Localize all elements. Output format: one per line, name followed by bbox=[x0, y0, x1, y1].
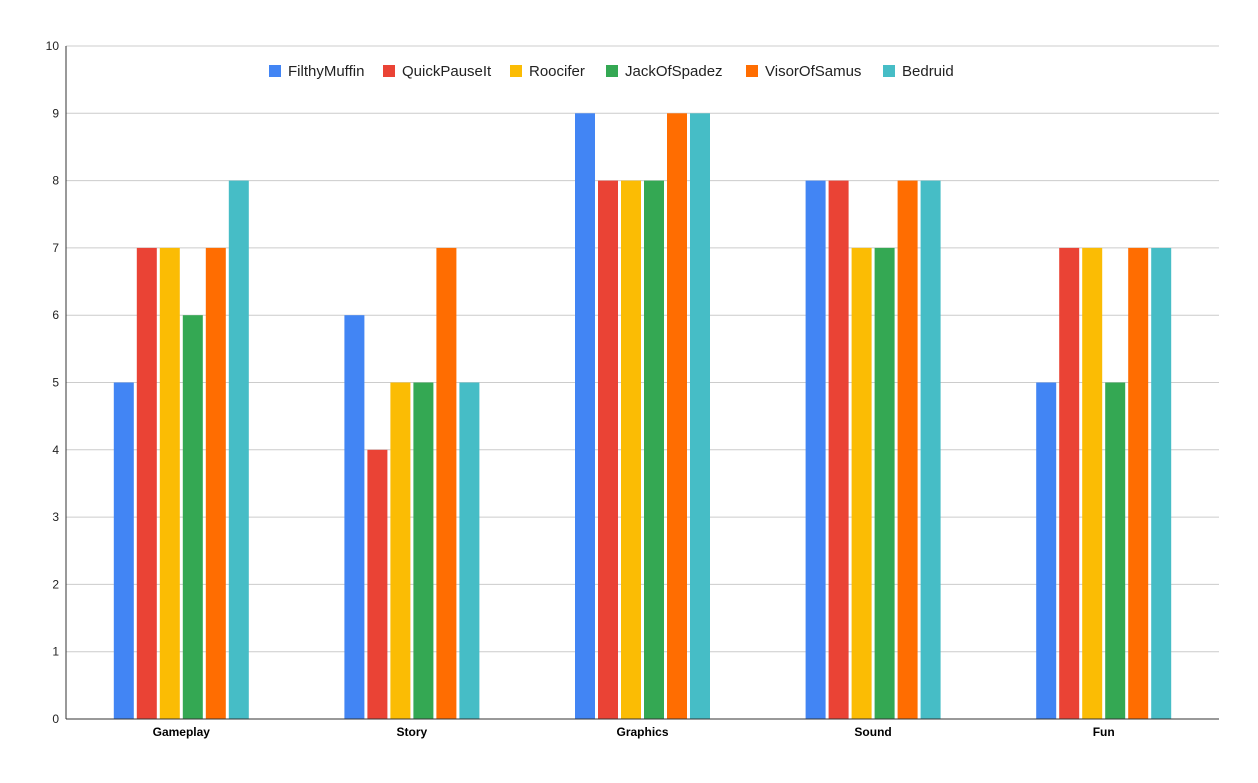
legend-label: JackOfSpadez bbox=[625, 63, 723, 80]
bar-fun-bedruid bbox=[1151, 247, 1172, 719]
bar-graphics-visorofsamus bbox=[667, 113, 687, 720]
legend-label: QuickPauseIt bbox=[402, 63, 492, 80]
y-tick-label: 9 bbox=[52, 106, 59, 120]
y-tick-label: 5 bbox=[52, 376, 59, 390]
legend-swatch bbox=[746, 65, 758, 77]
y-axis-ticks: 0 1 2 3 4 5 6 7 8 9 10 bbox=[46, 39, 60, 726]
bar-story-filthymuffin bbox=[344, 315, 365, 719]
legend-label: FilthyMuffin bbox=[288, 63, 364, 80]
y-tick-label: 8 bbox=[52, 174, 59, 188]
bar-sound-jackofspadez bbox=[874, 247, 895, 719]
y-tick-label: 4 bbox=[52, 443, 59, 457]
legend-swatch bbox=[383, 65, 395, 77]
x-category-label: Gameplay bbox=[153, 725, 211, 739]
bar-fun-jackofspadez bbox=[1105, 382, 1126, 719]
y-tick-label: 1 bbox=[52, 645, 59, 659]
bar-fun-visorofsamus bbox=[1128, 247, 1149, 719]
bar-graphics-quickpauseit bbox=[598, 180, 618, 720]
bar-story-jackofspadez bbox=[413, 382, 434, 719]
bar-sound-roocifer bbox=[851, 247, 872, 719]
gridlines bbox=[66, 45, 1219, 653]
x-category-label: Fun bbox=[1093, 725, 1115, 739]
y-tick-label: 10 bbox=[46, 39, 60, 53]
legend-swatch bbox=[883, 65, 895, 77]
bar-story-quickpauseit bbox=[367, 449, 388, 719]
bar-graphics-bedruid bbox=[690, 113, 710, 720]
bar-sound-filthymuffin bbox=[805, 180, 826, 720]
bar-sound-quickpauseit bbox=[828, 180, 849, 720]
x-axis-categories: Gameplay Story Graphics Sound Fun bbox=[153, 725, 1115, 739]
legend-swatch bbox=[606, 65, 618, 77]
legend-swatch bbox=[510, 65, 522, 77]
bar-gameplay-roocifer bbox=[159, 247, 180, 719]
bar-gameplay-bedruid bbox=[228, 180, 249, 720]
y-tick-label: 3 bbox=[52, 510, 59, 524]
legend-label: VisorOfSamus bbox=[765, 63, 861, 80]
bar-fun-quickpauseit bbox=[1059, 247, 1080, 719]
bar-graphics-jackofspadez bbox=[644, 180, 664, 720]
bar-gameplay-jackofspadez bbox=[182, 315, 203, 719]
x-category-label: Sound bbox=[854, 725, 891, 739]
bar-gameplay-quickpauseit bbox=[136, 247, 157, 719]
legend-label: Bedruid bbox=[902, 63, 954, 80]
bar-story-bedruid bbox=[459, 382, 480, 719]
legend-label: Roocifer bbox=[529, 63, 585, 80]
legend: FilthyMuffin QuickPauseIt Roocifer JackOfSp… bbox=[269, 63, 954, 80]
axes bbox=[65, 46, 1219, 720]
bar-graphics-roocifer bbox=[621, 180, 641, 720]
y-tick-label: 2 bbox=[52, 577, 59, 591]
bars bbox=[113, 113, 1172, 720]
bar-fun-filthymuffin bbox=[1036, 382, 1057, 719]
bar-fun-roocifer bbox=[1082, 247, 1103, 719]
x-category-label: Story bbox=[397, 725, 428, 739]
bar-story-visorofsamus bbox=[436, 247, 457, 719]
bar-gameplay-filthymuffin bbox=[113, 382, 134, 719]
bar-sound-bedruid bbox=[920, 180, 941, 720]
bar-gameplay-visorofsamus bbox=[205, 247, 226, 719]
x-category-label: Graphics bbox=[616, 725, 668, 739]
bar-sound-visorofsamus bbox=[897, 180, 918, 720]
y-tick-label: 0 bbox=[52, 712, 59, 726]
legend-swatch bbox=[269, 65, 281, 77]
bar-story-roocifer bbox=[390, 382, 411, 719]
y-tick-label: 7 bbox=[52, 241, 59, 255]
y-tick-label: 6 bbox=[52, 308, 59, 322]
bar-graphics-filthymuffin bbox=[575, 113, 595, 720]
